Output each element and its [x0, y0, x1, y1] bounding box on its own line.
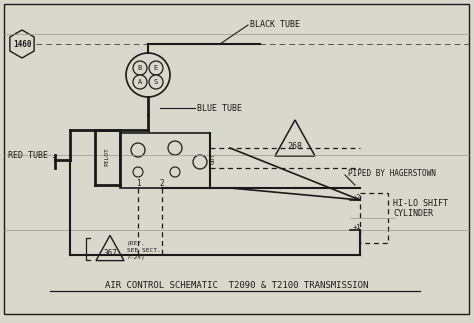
Text: PIPED BY HAGERSTOWN: PIPED BY HAGERSTOWN	[348, 169, 436, 178]
Bar	[360, 193, 388, 243]
Text: SEE SECT.: SEE SECT.	[127, 247, 161, 253]
Polygon shape	[275, 120, 315, 156]
Text: 268: 268	[288, 141, 302, 151]
Circle shape	[170, 167, 180, 177]
Text: +2: +2	[353, 194, 362, 200]
Text: RED TUBE: RED TUBE	[8, 151, 48, 160]
Text: BLUE TUBE: BLUE TUBE	[197, 103, 242, 112]
Text: E: E	[154, 65, 158, 71]
Text: 2: 2	[160, 179, 164, 187]
Circle shape	[131, 143, 145, 157]
Text: OUT: OUT	[210, 152, 216, 164]
Text: HI-LO SHIFT: HI-LO SHIFT	[393, 199, 448, 207]
Text: S: S	[154, 79, 158, 85]
Text: B: B	[138, 65, 142, 71]
Text: A: A	[138, 79, 142, 85]
Circle shape	[133, 61, 147, 75]
Text: 1: 1	[136, 179, 140, 187]
Bar	[120, 133, 210, 188]
Circle shape	[168, 141, 182, 155]
Circle shape	[193, 155, 207, 169]
Text: 367: 367	[103, 249, 117, 258]
Circle shape	[149, 61, 163, 75]
Polygon shape	[10, 30, 34, 58]
Circle shape	[126, 53, 170, 97]
Circle shape	[133, 75, 147, 89]
Text: AIR CONTROL SCHEMATIC  T2090 & T2100 TRANSMISSION: AIR CONTROL SCHEMATIC T2090 & T2100 TRAN…	[105, 280, 369, 289]
Text: 7-24): 7-24)	[127, 255, 146, 259]
Text: BLACK TUBE: BLACK TUBE	[250, 19, 300, 28]
Text: CYLINDER: CYLINDER	[393, 209, 433, 217]
Text: +1: +1	[353, 224, 362, 230]
Text: 1460: 1460	[13, 39, 31, 48]
Circle shape	[149, 75, 163, 89]
Polygon shape	[96, 235, 124, 261]
Text: (REF.: (REF.	[127, 241, 146, 245]
Text: PILOT: PILOT	[104, 148, 109, 166]
Circle shape	[133, 167, 143, 177]
